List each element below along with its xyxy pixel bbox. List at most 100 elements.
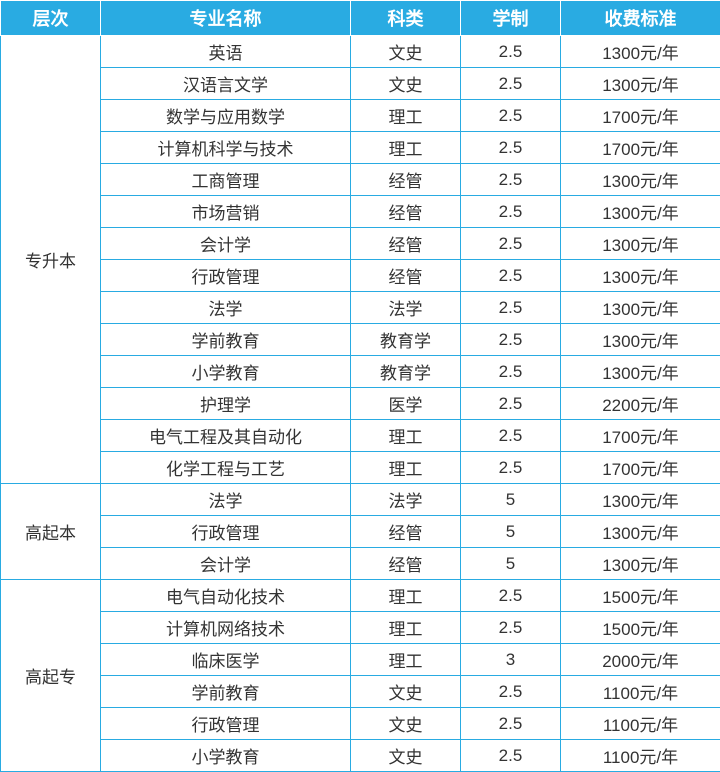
table-row: 法学法学2.51300元/年	[1, 292, 720, 324]
major-cell: 电气自动化技术	[101, 580, 351, 612]
table-row: 化学工程与工艺理工2.51700元/年	[1, 452, 720, 484]
fee-cell: 1700元/年	[561, 420, 720, 452]
fee-cell: 1500元/年	[561, 612, 720, 644]
years-cell: 2.5	[461, 324, 561, 356]
major-cell: 法学	[101, 484, 351, 516]
category-cell: 理工	[351, 452, 461, 484]
category-cell: 教育学	[351, 324, 461, 356]
category-cell: 文史	[351, 740, 461, 772]
fee-cell: 1700元/年	[561, 132, 720, 164]
fee-cell: 1300元/年	[561, 484, 720, 516]
major-cell: 汉语言文学	[101, 68, 351, 100]
table-row: 汉语言文学文史2.51300元/年	[1, 68, 720, 100]
major-cell: 计算机网络技术	[101, 612, 351, 644]
col-category: 科类	[351, 1, 461, 36]
major-cell: 学前教育	[101, 676, 351, 708]
years-cell: 2.5	[461, 196, 561, 228]
col-fee: 收费标准	[561, 1, 720, 36]
category-cell: 法学	[351, 484, 461, 516]
category-cell: 理工	[351, 612, 461, 644]
years-cell: 5	[461, 548, 561, 580]
table-row: 行政管理文史2.51100元/年	[1, 708, 720, 740]
major-cell: 会计学	[101, 228, 351, 260]
major-cell: 行政管理	[101, 516, 351, 548]
fee-cell: 1300元/年	[561, 228, 720, 260]
programs-table: 层次 专业名称 科类 学制 收费标准 专升本英语文史2.51300元/年汉语言文…	[0, 0, 720, 772]
years-cell: 2.5	[461, 676, 561, 708]
years-cell: 2.5	[461, 260, 561, 292]
table-row: 学前教育教育学2.51300元/年	[1, 324, 720, 356]
table-row: 行政管理经管51300元/年	[1, 516, 720, 548]
category-cell: 文史	[351, 68, 461, 100]
category-cell: 经管	[351, 548, 461, 580]
years-cell: 5	[461, 484, 561, 516]
years-cell: 2.5	[461, 708, 561, 740]
years-cell: 2.5	[461, 388, 561, 420]
years-cell: 2.5	[461, 68, 561, 100]
years-cell: 2.5	[461, 612, 561, 644]
col-level: 层次	[1, 1, 101, 36]
fee-cell: 1300元/年	[561, 164, 720, 196]
years-cell: 2.5	[461, 100, 561, 132]
years-cell: 2.5	[461, 36, 561, 68]
category-cell: 理工	[351, 100, 461, 132]
major-cell: 护理学	[101, 388, 351, 420]
table-row: 小学教育文史2.51100元/年	[1, 740, 720, 772]
fee-cell: 1300元/年	[561, 260, 720, 292]
years-cell: 2.5	[461, 228, 561, 260]
major-cell: 小学教育	[101, 356, 351, 388]
major-cell: 法学	[101, 292, 351, 324]
table-row: 计算机网络技术理工2.51500元/年	[1, 612, 720, 644]
major-cell: 英语	[101, 36, 351, 68]
table-row: 工商管理经管2.51300元/年	[1, 164, 720, 196]
table-row: 会计学经管51300元/年	[1, 548, 720, 580]
major-cell: 市场营销	[101, 196, 351, 228]
years-cell: 2.5	[461, 420, 561, 452]
col-major: 专业名称	[101, 1, 351, 36]
fee-cell: 1500元/年	[561, 580, 720, 612]
table-row: 电气工程及其自动化理工2.51700元/年	[1, 420, 720, 452]
category-cell: 理工	[351, 132, 461, 164]
fee-cell: 2200元/年	[561, 388, 720, 420]
years-cell: 2.5	[461, 292, 561, 324]
major-cell: 学前教育	[101, 324, 351, 356]
level-cell: 高起专	[1, 580, 101, 772]
category-cell: 经管	[351, 228, 461, 260]
table-row: 数学与应用数学理工2.51700元/年	[1, 100, 720, 132]
fee-cell: 1300元/年	[561, 324, 720, 356]
table-body: 专升本英语文史2.51300元/年汉语言文学文史2.51300元/年数学与应用数…	[1, 36, 720, 772]
category-cell: 法学	[351, 292, 461, 324]
major-cell: 工商管理	[101, 164, 351, 196]
fee-cell: 1300元/年	[561, 196, 720, 228]
table-row: 行政管理经管2.51300元/年	[1, 260, 720, 292]
category-cell: 经管	[351, 196, 461, 228]
category-cell: 医学	[351, 388, 461, 420]
years-cell: 5	[461, 516, 561, 548]
category-cell: 理工	[351, 644, 461, 676]
fee-cell: 1100元/年	[561, 740, 720, 772]
major-cell: 小学教育	[101, 740, 351, 772]
fee-cell: 1300元/年	[561, 292, 720, 324]
fee-cell: 1300元/年	[561, 356, 720, 388]
major-cell: 行政管理	[101, 708, 351, 740]
level-cell: 高起本	[1, 484, 101, 580]
category-cell: 文史	[351, 36, 461, 68]
fee-cell: 1700元/年	[561, 452, 720, 484]
table-row: 市场营销经管2.51300元/年	[1, 196, 720, 228]
table-row: 计算机科学与技术理工2.51700元/年	[1, 132, 720, 164]
category-cell: 经管	[351, 516, 461, 548]
table-row: 小学教育教育学2.51300元/年	[1, 356, 720, 388]
col-years: 学制	[461, 1, 561, 36]
table-row: 学前教育文史2.51100元/年	[1, 676, 720, 708]
table-row: 高起本法学法学51300元/年	[1, 484, 720, 516]
fee-cell: 1100元/年	[561, 676, 720, 708]
major-cell: 数学与应用数学	[101, 100, 351, 132]
years-cell: 3	[461, 644, 561, 676]
level-cell: 专升本	[1, 36, 101, 484]
major-cell: 行政管理	[101, 260, 351, 292]
table-row: 临床医学理工32000元/年	[1, 644, 720, 676]
years-cell: 2.5	[461, 740, 561, 772]
major-cell: 计算机科学与技术	[101, 132, 351, 164]
category-cell: 经管	[351, 164, 461, 196]
years-cell: 2.5	[461, 132, 561, 164]
